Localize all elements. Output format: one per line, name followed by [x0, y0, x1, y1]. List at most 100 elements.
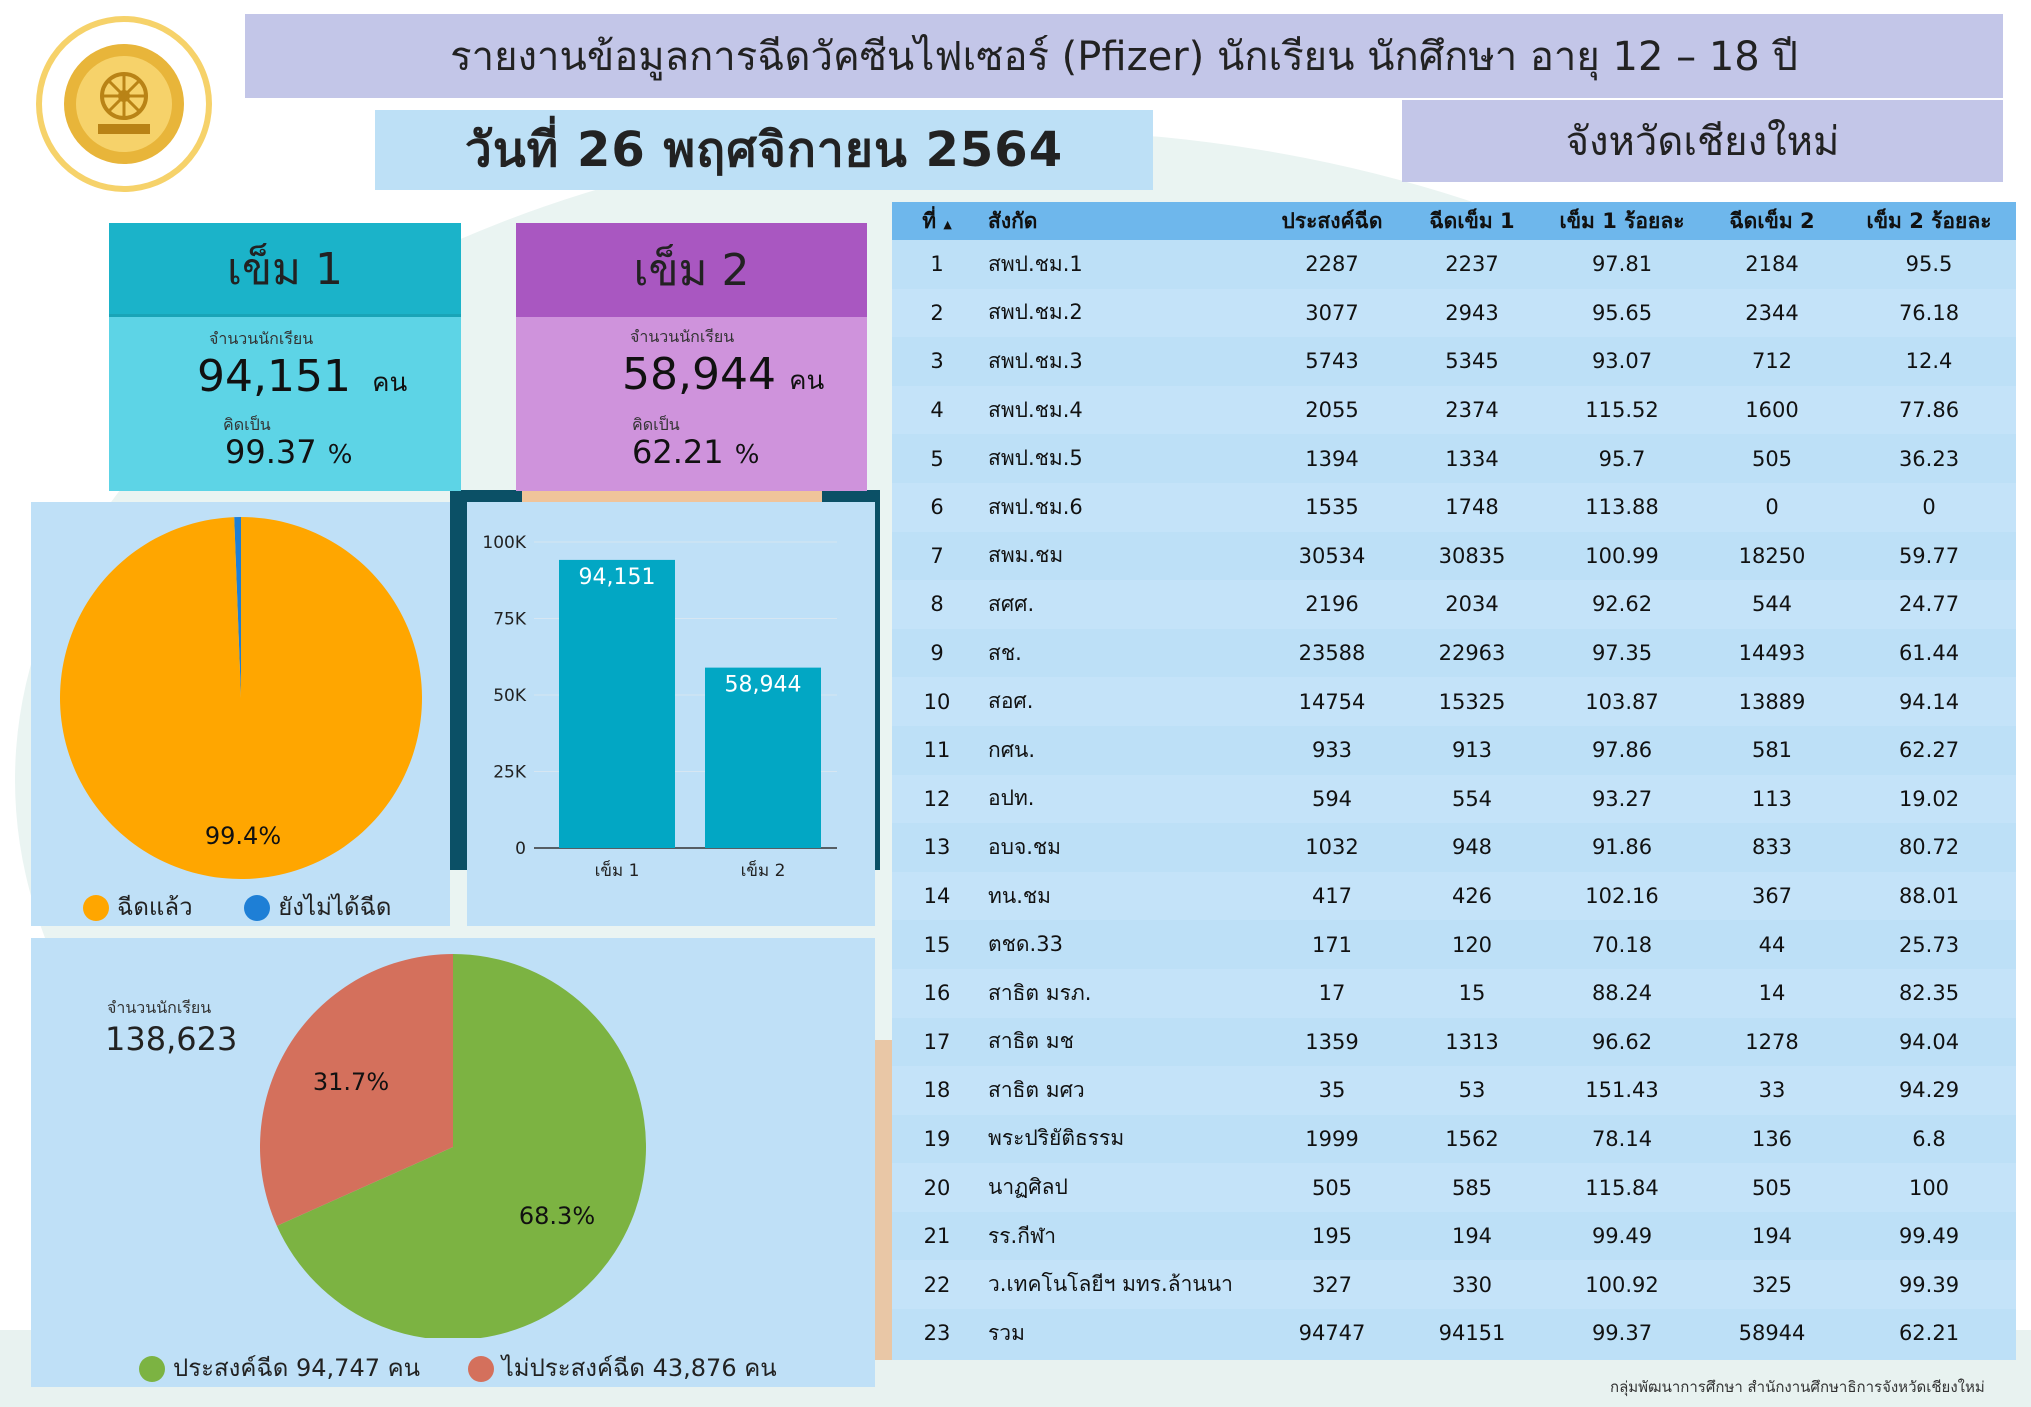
table-cell: 80.72 [1898, 835, 1960, 860]
dose1-card-body: จำนวนนักเรียน 94,151 คน คิดเป็น 99.37 % [109, 317, 461, 491]
table-row[interactable]: 21 รร.กีฬา 195 194 99.49 194 99.49 [892, 1212, 2016, 1261]
table-cell: 100 [1842, 1163, 2016, 1212]
table-row[interactable]: 20 นาฏศิลป 505 585 115.84 505 100 [892, 1163, 2016, 1212]
table-row[interactable]: 6 สพป.ชม.6 1535 1748 113.88 0 0 [892, 482, 2016, 532]
y-tick-label: 75K [493, 610, 527, 630]
table-row[interactable]: 18 สาธิต มศว 35 53 151.43 33 94.29 [892, 1066, 2016, 1115]
table-cell: 8 [892, 580, 982, 629]
table-cell: 948 [1451, 835, 1493, 860]
table-cell: 585 [1402, 1163, 1542, 1212]
table-cell: 12 [892, 774, 982, 824]
table-cell: 833 [1751, 835, 1793, 860]
dose2-students-label: จำนวนนักเรียน [630, 327, 735, 346]
pie-slice-intend[interactable] [276, 954, 647, 1340]
total-students-value: 138,623 [105, 1020, 238, 1058]
table-cell: 102.16 [1542, 871, 1702, 921]
pie-slice-not-intend[interactable] [260, 954, 453, 1226]
table-cell: 712 [1751, 349, 1793, 374]
page-title: รายงานข้อมูลการฉีดวัคซีนไฟเซอร์ (Pfizer)… [245, 14, 2003, 98]
table-cell: 11 [923, 738, 951, 763]
table-cell: 35 [1262, 1066, 1402, 1115]
table-cell: 97.86 [1591, 738, 1653, 763]
table-cell: 2196 [1262, 580, 1402, 629]
table-row[interactable]: 16 สาธิต มรภ. 17 15 88.24 14 82.35 [892, 968, 2016, 1018]
dose-bar-chart: 0 25K 50K 75K 100K 94,151 เข็ม 1 58,944 เข็ม 2 [482, 533, 837, 881]
table-cell: 1278 [1745, 1029, 1799, 1054]
vaccinated-pie-chart: 99.4% [60, 517, 422, 879]
table-cell: สพม.ชม [988, 543, 1064, 568]
table-cell: 1032 [1305, 835, 1359, 860]
sort-up-icon[interactable]: ▲ [943, 217, 952, 231]
table-cell: ตชด.33 [988, 932, 1063, 957]
table-row[interactable]: 22 ว.เทคโนโลยีฯ มทร.ล้านนา 327 330 100.92 325… [892, 1260, 2016, 1310]
table-cell: 94151 [1438, 1321, 1506, 1346]
table-cell: 1999 [1305, 1126, 1359, 1151]
table-cell: สพป.ชม.3 [988, 348, 1083, 373]
dose2-unit: คน [789, 366, 825, 396]
table-row[interactable]: 2 สพป.ชม.2 3077 2943 95.65 2344 76.18 [892, 288, 2016, 338]
legend-dot-not-vaccinated [244, 895, 271, 921]
table-row[interactable]: 15 ตชด.33 171 120 70.18 44 25.73 [892, 920, 2016, 969]
column-header-dose1[interactable]: ฉีดเข็ม 1 [1402, 202, 1542, 240]
table-cell: 100.92 [1542, 1260, 1702, 1310]
table-cell: 505 [1751, 446, 1793, 471]
table-cell: 0 [1702, 482, 1842, 532]
table-row[interactable]: 13 อบจ.ชม 1032 948 91.86 833 80.72 [892, 823, 2016, 872]
legend-label-intend: ประสงค์ฉีด 94,747 คน [173, 1354, 421, 1382]
table-row[interactable]: 3 สพป.ชม.3 5743 5345 93.07 712 12.4 [892, 337, 2016, 386]
dose1-card-header: เข็ม 1 [109, 223, 461, 317]
table-cell: 581 [1751, 738, 1793, 763]
column-header-dose1-pct[interactable]: เข็ม 1 ร้อยละ [1542, 202, 1702, 240]
legend-label-not-vaccinated: ยังไม่ได้ฉีด [278, 893, 392, 921]
table-cell: 95.65 [1542, 288, 1702, 338]
table-row[interactable]: 11 กศน. 933 913 97.86 581 62.27 [892, 726, 2016, 775]
column-header-agency[interactable]: สังกัด [982, 202, 1262, 240]
table-cell: 2344 [1702, 288, 1842, 338]
column-header-dose2[interactable]: ฉีดเข็ม 2 [1702, 202, 1842, 240]
table-cell: ทน.ชม [982, 871, 1262, 921]
dose1-title: เข็ม 1 [226, 243, 344, 295]
table-cell: 18 [892, 1066, 982, 1115]
table-row[interactable]: 23 รวม 94747 94151 99.37 58944 62.21 [892, 1309, 2016, 1358]
table-cell: 1394 [1305, 446, 1359, 471]
table-cell: 194 [1451, 1224, 1493, 1249]
table-cell: 13889 [1702, 677, 1842, 726]
table-row[interactable]: 8 สศศ. 2196 2034 92.62 544 24.77 [892, 580, 2016, 629]
total-students-label: จำนวนนักเรียน [107, 998, 212, 1017]
table-row[interactable]: 12 อปท. 594 554 93.27 113 19.02 [892, 774, 2016, 824]
table-cell: สาธิต มช [988, 1029, 1074, 1054]
dose1-count: 94,151 [197, 351, 351, 402]
table-cell: 14754 [1262, 677, 1402, 726]
table-cell: 426 [1402, 871, 1542, 921]
bar-2[interactable] [705, 667, 821, 848]
pie-slice-vaccinated[interactable] [60, 517, 422, 879]
table-row[interactable]: 9 สช. 23588 22963 97.35 14493 61.44 [892, 629, 2016, 678]
table-header-row: ที่ ▲ สังกัด ประสงค์ฉีด ฉีดเข็ม 1 เข็ม 1… [892, 202, 2016, 240]
column-header-no[interactable]: ที่ ▲ [892, 202, 982, 240]
table-cell: 22 [892, 1260, 982, 1310]
table-row[interactable]: 4 สพป.ชม.4 2055 2374 115.52 1600 77.86 [892, 385, 2016, 435]
table-cell: 367 [1702, 871, 1842, 921]
table-cell: 15 [923, 932, 951, 957]
bar-1[interactable] [559, 559, 675, 848]
table-cell: ว.เทคโนโลยีฯ มทร.ล้านนา [982, 1260, 1262, 1310]
table-cell: 194 [1751, 1224, 1793, 1249]
table-row[interactable]: 1 สพป.ชม.1 2287 2237 97.81 2184 95.5 [892, 240, 2016, 289]
table-cell: 327 [1262, 1260, 1402, 1310]
table-cell: 93.07 [1591, 349, 1653, 374]
table-cell: 14 [892, 871, 982, 921]
table-row[interactable]: 19 พระปริยัติธรรม 1999 1562 78.14 136 6.8 [892, 1115, 2016, 1164]
column-header-intend[interactable]: ประสงค์ฉีด [1262, 202, 1402, 240]
dose2-card-body: จำนวนนักเรียน 58,944 คน คิดเป็น 62.21 % [516, 317, 867, 491]
table-row[interactable]: 10 สอศ. 14754 15325 103.87 13889 94.14 [892, 677, 2016, 726]
table-cell: 94.14 [1842, 677, 2016, 726]
table-row[interactable]: 7 สพม.ชม 30534 30835 100.99 18250 59.77 [892, 532, 2016, 581]
table-row[interactable]: 14 ทน.ชม 417 426 102.16 367 88.01 [892, 871, 2016, 921]
table-row[interactable]: 17 สาธิต มช 1359 1313 96.62 1278 94.04 [892, 1018, 2016, 1067]
column-header-dose2-pct[interactable]: เข็ม 2 ร้อยละ [1842, 202, 2016, 240]
table-row[interactable]: 5 สพป.ชม.5 1394 1334 95.7 505 36.23 [892, 434, 2016, 483]
office-seal-icon [36, 16, 212, 192]
pie-slice-not-vaccinated[interactable] [234, 517, 241, 698]
table-cell: 505 [1262, 1163, 1402, 1212]
table-cell: อปท. [982, 774, 1262, 824]
